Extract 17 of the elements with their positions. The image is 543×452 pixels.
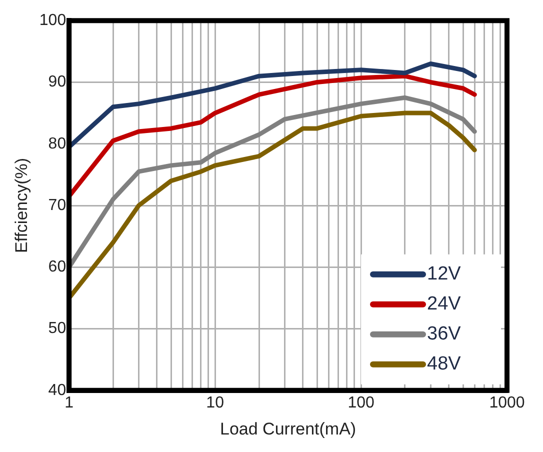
y-tick-label: 80: [48, 135, 66, 152]
y-tick-label: 50: [48, 320, 66, 338]
legend-label: 36V: [427, 324, 462, 345]
y-tick-label: 60: [48, 258, 66, 276]
y-tick-label: 90: [48, 74, 66, 91]
x-axis-title: Load Current(mA): [220, 419, 356, 438]
legend-label: 48V: [427, 354, 462, 375]
x-tick-label: 1000: [489, 394, 525, 412]
x-tick-label: 100: [348, 394, 374, 412]
y-axis-title: Effciency(%): [12, 158, 31, 254]
y-tick-label: 70: [48, 196, 66, 214]
x-tick-label: 1: [64, 394, 74, 412]
y-tick-label: 100: [39, 12, 66, 30]
legend-label: 12V: [427, 264, 462, 285]
y-tick-label: 40: [48, 382, 66, 399]
x-tick-label: 10: [206, 394, 224, 412]
legend-label: 24V: [427, 294, 462, 315]
